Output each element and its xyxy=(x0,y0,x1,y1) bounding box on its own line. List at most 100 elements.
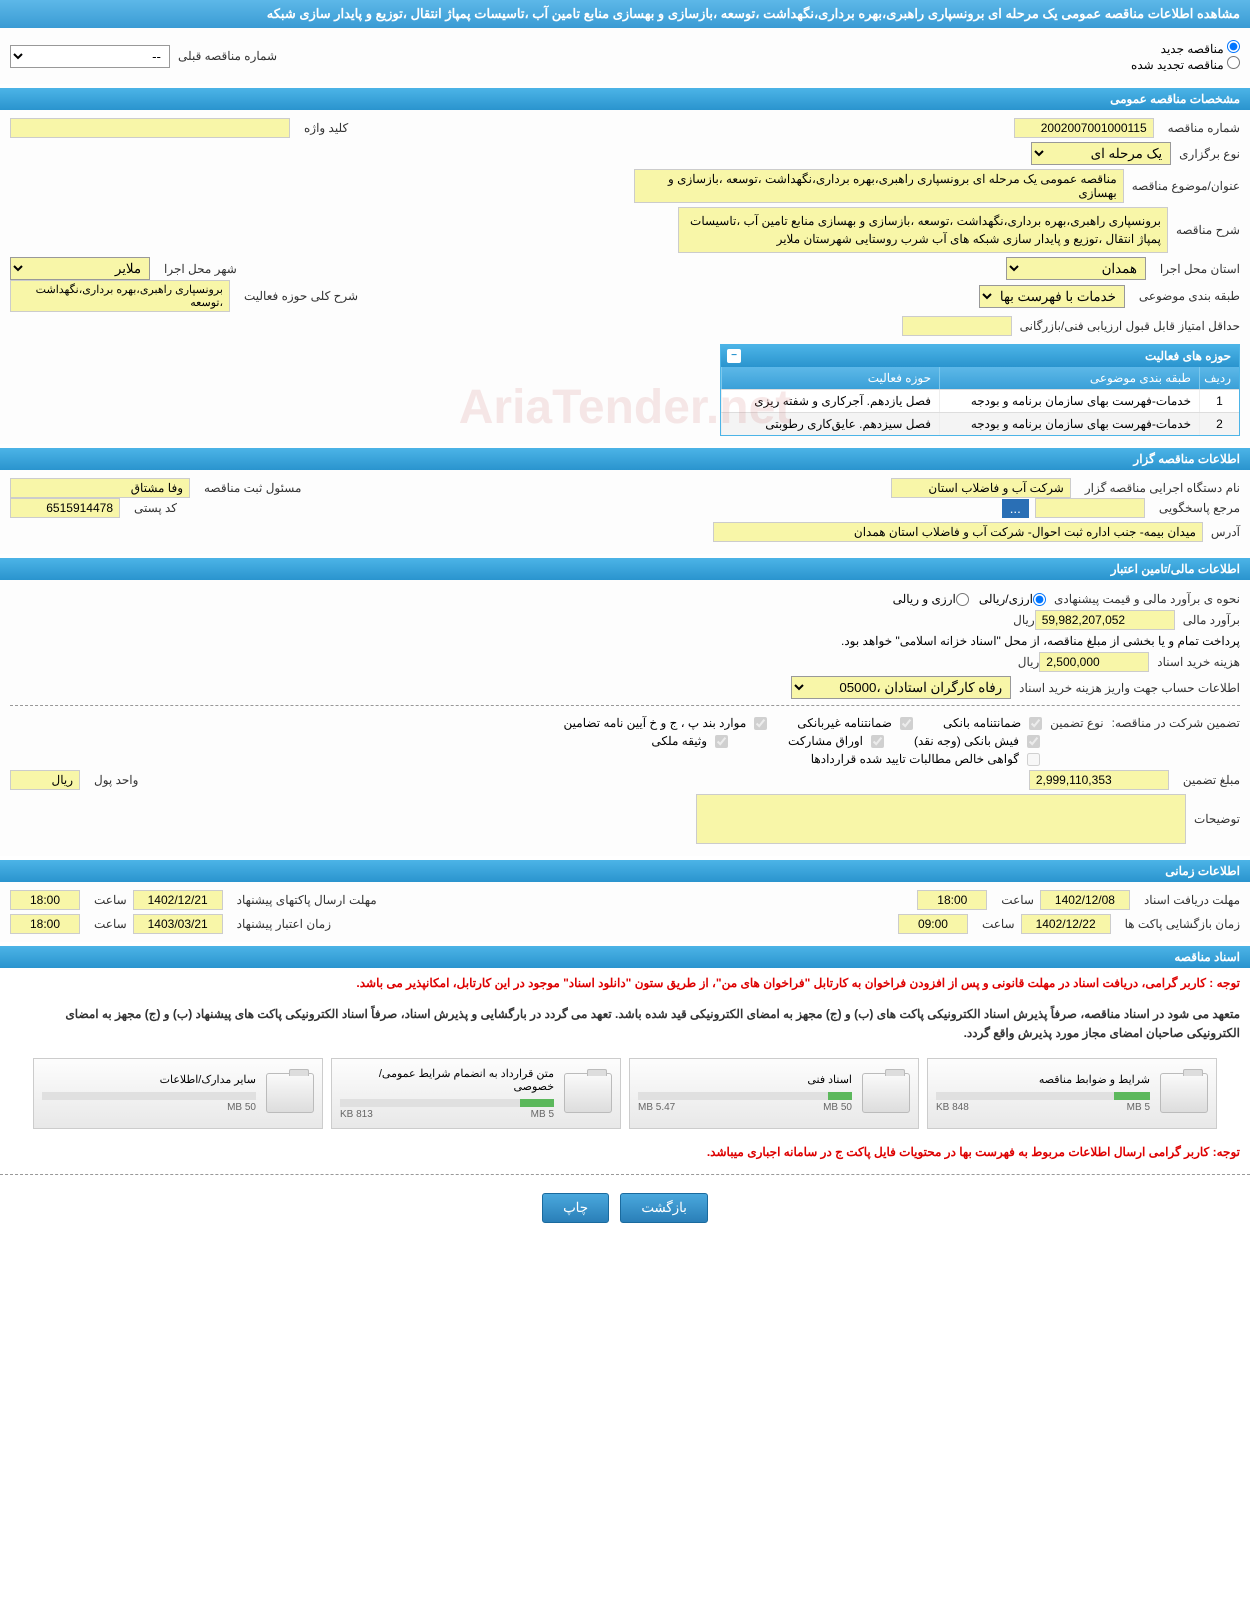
doc-total: 50 MB xyxy=(823,1102,852,1113)
doc-progress-bar xyxy=(936,1092,1150,1100)
rial-unit-2: ریال xyxy=(1018,655,1040,669)
prev-number-select[interactable]: -- xyxy=(10,45,170,68)
notes-label: توضیحات xyxy=(1194,812,1240,826)
table-row: 1 خدمات-فهرست بهای سازمان برنامه و بودجه… xyxy=(721,389,1239,412)
folder-icon xyxy=(564,1073,612,1113)
doc-progress-bar xyxy=(42,1092,256,1100)
cb-nonbank-label: ضمانتنامه غیربانکی xyxy=(797,716,892,730)
cb-bonds-label: اوراق مشارکت xyxy=(788,734,863,748)
send-date: 1402/12/21 xyxy=(133,890,223,910)
row-idx: 2 xyxy=(1199,413,1239,435)
notice2-text: متعهد می شود در اسناد مناقصه، صرفاً پذیر… xyxy=(0,999,1250,1049)
city-label: شهر محل اجرا xyxy=(164,262,237,276)
min-score-label: حداقل امتیاز قابل قبول ارزیابی فنی/بازرگ… xyxy=(1020,319,1240,333)
org-label: نام دستگاه اجرایی مناقصه گزار xyxy=(1085,481,1240,495)
doc-title: سایر مدارک/اطلاعات xyxy=(42,1073,256,1086)
min-score-field xyxy=(902,316,1012,336)
col-idx-header: ردیف xyxy=(1199,367,1239,389)
receive-date: 1402/12/08 xyxy=(1040,890,1130,910)
back-button[interactable]: بازگشت xyxy=(620,1193,708,1223)
validity-time: 18:00 xyxy=(10,914,80,934)
row-act: فصل سیزدهم. عایق‌کاری رطوبتی xyxy=(721,413,939,435)
open-time: 09:00 xyxy=(898,914,968,934)
folder-icon xyxy=(1160,1073,1208,1113)
postal-label: کد پستی xyxy=(134,501,177,515)
activity-desc-value: برونسپاری راهبری،بهره برداری،نگهداشت ،تو… xyxy=(10,280,230,312)
estimate-value: 59,982,207,052 xyxy=(1035,610,1175,630)
cb-nonbank xyxy=(900,717,913,730)
section-general: مشخصات مناقصه عمومی xyxy=(0,88,1250,110)
receive-time: 18:00 xyxy=(917,890,987,910)
method-rial-radio[interactable] xyxy=(1033,593,1046,606)
desc-value: برونسپاری راهبری،بهره برداری،نگهداشت ،تو… xyxy=(678,207,1168,253)
resp-field xyxy=(1035,498,1145,518)
method-both-label: ارزی و ریالی xyxy=(893,592,956,606)
cb-cash-label: فیش بانکی (وجه نقد) xyxy=(914,734,1019,748)
row-idx: 1 xyxy=(1199,390,1239,412)
account-label: اطلاعات حساب جهت واریز هزینه خرید اسناد xyxy=(1019,681,1240,695)
status-new-label: مناقصه جدید xyxy=(1161,42,1224,56)
amount-label: مبلغ تضمین xyxy=(1183,773,1240,787)
activities-table-title: حوزه های فعالیت − xyxy=(721,345,1239,367)
doc-used: 813 KB xyxy=(340,1109,373,1120)
keyword-field xyxy=(10,118,290,138)
cb-property-label: وثیقه ملکی xyxy=(651,734,707,748)
doc-card[interactable]: شرایط و ضوابط مناقصه 5 MB848 KB xyxy=(927,1058,1217,1129)
send-label: مهلت ارسال پاکتهای پیشنهاد xyxy=(237,893,377,907)
doc-progress-bar xyxy=(340,1099,554,1107)
method-both-radio[interactable] xyxy=(956,593,969,606)
section-financial: اطلاعات مالی/تامین اعتبار xyxy=(0,558,1250,580)
ellipsis-button[interactable]: ... xyxy=(1002,499,1029,518)
prev-number-label: شماره مناقصه قبلی xyxy=(178,49,277,63)
bottom-notice-text: کاربر گرامی ارسال اطلاعات مربوط به فهرست… xyxy=(707,1145,1209,1159)
bottom-notice-prefix: توجه: xyxy=(1209,1145,1240,1159)
category-select[interactable]: خدمات با فهرست بها xyxy=(979,285,1125,308)
doc-progress-bar xyxy=(638,1092,852,1100)
status-new-row: مناقصه جدید xyxy=(1119,40,1240,56)
notice1-text: کاربر گرامی، دریافت اسناد در مهلت قانونی… xyxy=(356,976,1206,990)
guarantee-label: تضمین شرکت در مناقصه: xyxy=(1112,716,1240,730)
doc-title: شرایط و ضوابط مناقصه xyxy=(936,1073,1150,1086)
reg-label: مسئول ثبت مناقصه xyxy=(204,481,301,495)
postal-value: 6515914478 xyxy=(10,498,120,518)
cb-receivables-label: گواهی خالص مطالبات تایید شده قراردادها xyxy=(811,752,1019,766)
activity-desc-label: شرح کلی حوزه فعالیت xyxy=(244,289,358,303)
folder-icon xyxy=(266,1073,314,1113)
notes-field xyxy=(696,794,1186,844)
province-label: استان محل اجرا xyxy=(1160,262,1240,276)
doc-card[interactable]: متن قرارداد به انضمام شرایط عمومی/خصوصی … xyxy=(331,1058,621,1129)
print-button[interactable]: چاپ xyxy=(542,1193,609,1223)
category-label: طبقه بندی موضوعی xyxy=(1139,289,1240,303)
doc-card[interactable]: اسناد فنی 50 MB5.47 MB xyxy=(629,1058,919,1129)
status-renewed-row: مناقصه تجدید شده xyxy=(1119,56,1240,72)
desc-label: شرح مناقصه xyxy=(1176,223,1240,237)
city-select[interactable]: ملایر xyxy=(10,257,150,280)
resp-label: مرجع پاسخگویی xyxy=(1159,501,1240,515)
doc-cost-value: 2,500,000 xyxy=(1039,652,1149,672)
account-select[interactable]: رفاه کارگران استادان ،05000 xyxy=(791,676,1011,699)
send-time: 18:00 xyxy=(10,890,80,910)
province-select[interactable]: همدان xyxy=(1006,257,1146,280)
guarantee-type-label: نوع تضمین xyxy=(1050,716,1103,730)
open-label: زمان بازگشایی پاکت ها xyxy=(1125,917,1240,931)
collapse-icon[interactable]: − xyxy=(727,349,741,363)
time-label-2: ساعت xyxy=(94,893,127,907)
time-label-4: ساعت xyxy=(94,917,127,931)
status-new-radio[interactable] xyxy=(1227,40,1240,53)
status-renewed-radio[interactable] xyxy=(1227,56,1240,69)
page-title: مشاهده اطلاعات مناقصه عمومی یک مرحله ای … xyxy=(0,0,1250,28)
folder-icon xyxy=(862,1073,910,1113)
amount-value: 2,999,110,353 xyxy=(1029,770,1169,790)
section-organizer: اطلاعات مناقصه گزار xyxy=(0,448,1250,470)
doc-used: 848 KB xyxy=(936,1102,969,1113)
cb-bylaw xyxy=(754,717,767,730)
doc-cost-label: هزینه خرید اسناد xyxy=(1157,655,1240,669)
address-value: میدان بیمه- جنب اداره ثبت احوال- شرکت آب… xyxy=(713,522,1203,542)
currency-label: واحد پول xyxy=(94,773,138,787)
doc-card[interactable]: سایر مدارک/اطلاعات 50 MB xyxy=(33,1058,323,1129)
address-label: آدرس xyxy=(1211,525,1240,539)
validity-label: زمان اعتبار پیشنهاد xyxy=(237,917,331,931)
type-select[interactable]: یک مرحله ای xyxy=(1031,142,1171,165)
subject-label: عنوان/موضوع مناقصه xyxy=(1132,179,1240,193)
cb-receivables xyxy=(1027,753,1040,766)
